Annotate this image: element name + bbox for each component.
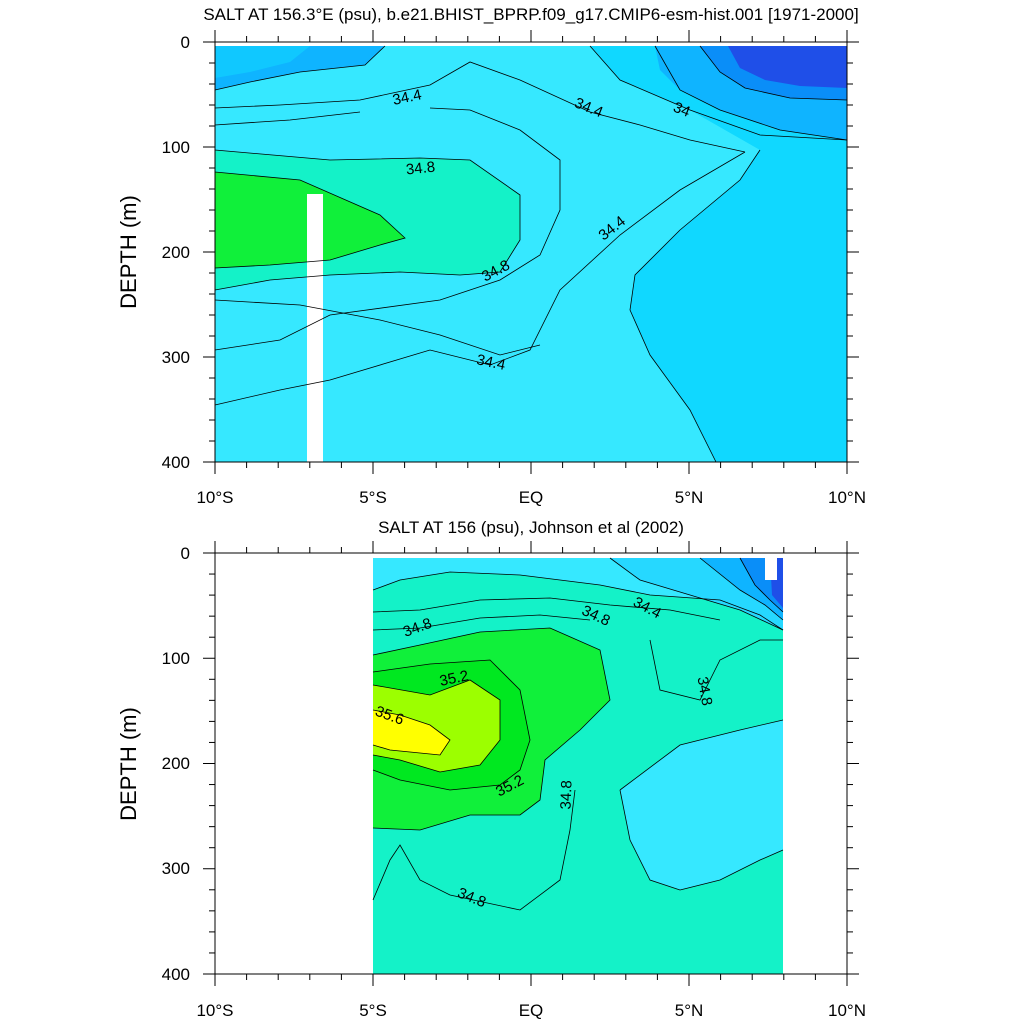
bottom-contour xyxy=(372,614,591,631)
bottom-contour xyxy=(609,557,784,631)
top-y-tick-label: 0 xyxy=(181,33,190,52)
bottom-y-tick-label: 100 xyxy=(162,649,190,668)
bottom-contour xyxy=(372,659,531,791)
bottom-x-tick-label: EQ xyxy=(519,1001,544,1020)
bottom-region-saltiest xyxy=(373,710,450,755)
bottom-contour xyxy=(372,679,501,773)
bottom-contours xyxy=(372,557,784,911)
top-chart-title: SALT AT 156.3°E (psu), b.e21.BHIST_BPRP.… xyxy=(203,5,858,24)
bottom-no-data-west xyxy=(215,558,373,974)
top-contour xyxy=(214,107,561,351)
top-contour xyxy=(214,61,746,153)
top-contour xyxy=(214,111,361,126)
top-contour-label: 34.8 xyxy=(405,159,436,179)
bottom-chart-title: SALT AT 156 (psu), Johnson et al (2002) xyxy=(378,518,684,537)
bottom-contour xyxy=(372,597,721,621)
top-axis-ticks xyxy=(203,30,859,474)
top-x-tick-label: 10°S xyxy=(196,488,233,507)
top-panel: SALT AT 156.3°E (psu), b.e21.BHIST_BPRP.… xyxy=(116,5,866,507)
bottom-x-tick-labels: 10°S 5°S EQ 5°N 10°N xyxy=(196,1001,866,1020)
bottom-y-axis-label: DEPTH (m) xyxy=(116,707,141,821)
top-x-tick-label: 5°N xyxy=(675,488,704,507)
bottom-contour xyxy=(619,719,784,791)
bottom-x-tick-label: 5°N xyxy=(675,1001,704,1020)
bottom-y-tick-label: 200 xyxy=(162,754,190,773)
bottom-x-tick-label: 10°N xyxy=(828,1001,866,1020)
top-contour xyxy=(699,45,848,101)
bottom-x-tick-label: 10°S xyxy=(196,1001,233,1020)
top-contour-label: 34.4 xyxy=(391,86,423,109)
bottom-region-deep-fresh xyxy=(620,720,783,890)
top-region-west-surface-inner xyxy=(215,46,310,78)
top-y-tick-label: 400 xyxy=(162,453,190,472)
top-y-axis-label: DEPTH (m) xyxy=(116,195,141,309)
bottom-contour xyxy=(372,709,451,756)
top-contour xyxy=(589,45,848,141)
bottom-y-tick-label: 0 xyxy=(181,544,190,563)
bottom-y-tick-label: 300 xyxy=(162,859,190,878)
bottom-contour xyxy=(372,627,611,831)
bottom-contour xyxy=(739,557,784,613)
bottom-contour-label: 34.8 xyxy=(557,780,575,810)
top-y-tick-label: 300 xyxy=(162,348,190,367)
top-contours xyxy=(214,45,848,463)
bottom-heatmap xyxy=(215,558,847,974)
top-contour-label: 34.4 xyxy=(475,351,507,374)
top-contour xyxy=(654,45,848,141)
bottom-no-data-east xyxy=(783,558,847,974)
top-y-tick-labels: 0 100 200 300 400 xyxy=(162,33,190,472)
top-region-freshest-b xyxy=(728,46,847,88)
top-contour-label: 34 xyxy=(671,99,693,121)
bottom-contour xyxy=(372,571,784,631)
top-x-tick-label: 5°S xyxy=(359,488,387,507)
top-x-tick-label: EQ xyxy=(519,488,544,507)
top-contour-labels: 34.4 34.4 34 34.8 34.8 34.4 34.4 xyxy=(391,86,693,374)
top-y-tick-label: 100 xyxy=(162,138,190,157)
bottom-contour xyxy=(699,557,784,621)
bottom-data-gap-small xyxy=(765,558,777,580)
top-y-tick-label: 200 xyxy=(162,243,190,262)
top-x-tick-labels: 10°S 5°S EQ 5°N 10°N xyxy=(196,488,866,507)
top-contour xyxy=(214,299,541,356)
bottom-x-tick-label: 5°S xyxy=(359,1001,387,1020)
top-contour xyxy=(629,149,761,463)
bottom-contour-label: 34.8 xyxy=(694,675,716,707)
top-contour xyxy=(214,151,746,406)
top-heatmap xyxy=(215,46,847,462)
bottom-contour-label: 35.2 xyxy=(438,667,470,690)
top-contour xyxy=(214,45,386,91)
top-region-fresh xyxy=(590,46,847,462)
bottom-contour xyxy=(619,789,784,891)
bottom-y-tick-label: 400 xyxy=(162,965,190,984)
bottom-axis-ticks xyxy=(203,541,859,986)
top-contour xyxy=(214,149,521,291)
top-data-gap xyxy=(307,194,323,462)
top-x-tick-label: 10°N xyxy=(828,488,866,507)
bottom-contour xyxy=(372,789,576,911)
top-contour xyxy=(214,171,406,269)
bottom-contour xyxy=(649,639,783,701)
bottom-panel: SALT AT 156 (psu), Johnson et al (2002) xyxy=(116,518,866,1020)
bottom-y-tick-labels: 0 100 200 300 400 xyxy=(162,544,190,984)
